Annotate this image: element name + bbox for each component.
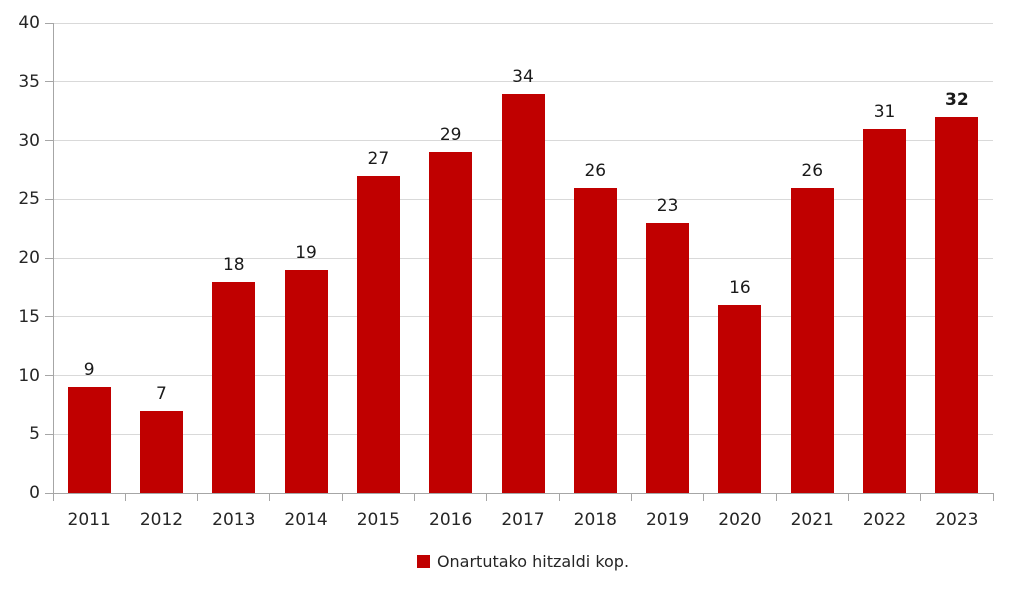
bar-value-label: 19 xyxy=(295,242,317,263)
x-axis-tick xyxy=(703,493,705,501)
bar-value-label: 31 xyxy=(873,101,896,122)
y-axis-tick xyxy=(45,375,53,376)
x-axis-line xyxy=(53,492,993,494)
x-axis-tick xyxy=(992,493,994,501)
y-axis-tick-label: 15 xyxy=(18,306,40,327)
bar-value-label: 32 xyxy=(945,90,969,110)
x-axis-tick-label: 2017 xyxy=(501,510,545,530)
y-axis-tick xyxy=(45,81,53,83)
bar xyxy=(429,152,473,493)
y-axis-tick-label: 10 xyxy=(18,365,40,386)
bar-value-label: 34 xyxy=(512,66,534,87)
bar xyxy=(501,93,545,493)
gridline xyxy=(53,22,993,24)
y-axis-tick-label: 35 xyxy=(18,71,40,92)
y-axis-tick xyxy=(45,316,53,318)
y-axis-tick xyxy=(45,492,53,494)
y-axis-tick xyxy=(45,433,53,435)
bar-value-label: 26 xyxy=(584,160,607,181)
y-axis-tick xyxy=(45,140,53,141)
legend: Onartutako hitzaldi kop. xyxy=(53,552,993,571)
bar xyxy=(573,187,617,493)
bar xyxy=(935,117,979,493)
y-axis-tick-label: 25 xyxy=(18,189,40,210)
y-axis-tick-label: 20 xyxy=(18,248,40,268)
bar xyxy=(863,128,907,493)
x-axis-tick xyxy=(414,493,416,501)
x-axis-tick-label: 2012 xyxy=(139,510,184,530)
x-axis-tick-label: 2018 xyxy=(573,510,617,530)
y-axis-tick-label: 30 xyxy=(18,130,40,151)
y-axis-tick-label: 5 xyxy=(29,424,40,445)
x-axis-tick-label: 2014 xyxy=(284,510,328,530)
x-axis-tick-label: 2016 xyxy=(429,510,473,530)
y-axis-tick xyxy=(45,198,53,200)
bar-value-label: 16 xyxy=(729,278,751,298)
bar xyxy=(356,175,400,493)
bar-value-label: 29 xyxy=(439,125,462,146)
x-axis-tick-label: 2019 xyxy=(645,510,690,530)
x-axis-tick-label: 2021 xyxy=(790,510,834,530)
legend-label: Onartutako hitzaldi kop. xyxy=(436,552,630,571)
x-axis-tick xyxy=(197,493,199,501)
x-axis-tick xyxy=(52,493,54,501)
x-axis-tick xyxy=(124,493,126,501)
x-axis-tick-label: 2011 xyxy=(67,510,111,530)
x-axis-tick xyxy=(920,493,922,501)
bar xyxy=(67,387,111,493)
x-axis-tick-label: 2015 xyxy=(356,510,400,530)
x-axis-tick xyxy=(341,493,343,501)
x-axis-tick xyxy=(558,493,560,501)
x-axis-tick-label: 2020 xyxy=(718,510,762,530)
legend-marker-icon xyxy=(416,555,430,568)
bar xyxy=(646,222,690,493)
bar-value-label: 26 xyxy=(801,160,824,181)
bar-value-label: 23 xyxy=(656,195,679,216)
x-axis-tick-label: 2013 xyxy=(212,510,256,530)
x-axis-tick xyxy=(775,493,777,501)
x-axis-tick xyxy=(269,493,271,501)
bar xyxy=(718,305,762,493)
x-axis-tick-label: 2023 xyxy=(935,510,979,530)
y-axis-tick xyxy=(45,22,53,24)
y-axis-tick xyxy=(45,257,53,259)
bar xyxy=(139,410,183,493)
bar xyxy=(284,269,328,493)
x-axis-tick-label: 2022 xyxy=(862,510,907,530)
bar-value-label: 9 xyxy=(83,360,95,381)
y-axis-line xyxy=(53,23,54,501)
y-axis-tick-label: 40 xyxy=(18,13,40,33)
bar xyxy=(790,187,834,493)
bar-value-label: 27 xyxy=(367,148,390,169)
y-axis-tick-label: 0 xyxy=(29,483,40,503)
x-axis-tick xyxy=(847,493,849,501)
x-axis-tick xyxy=(486,493,488,501)
bar xyxy=(212,281,256,493)
bar-value-label: 18 xyxy=(222,254,245,275)
x-axis-tick xyxy=(630,493,632,501)
gridline xyxy=(53,81,993,83)
bar-value-label: 7 xyxy=(156,383,167,404)
